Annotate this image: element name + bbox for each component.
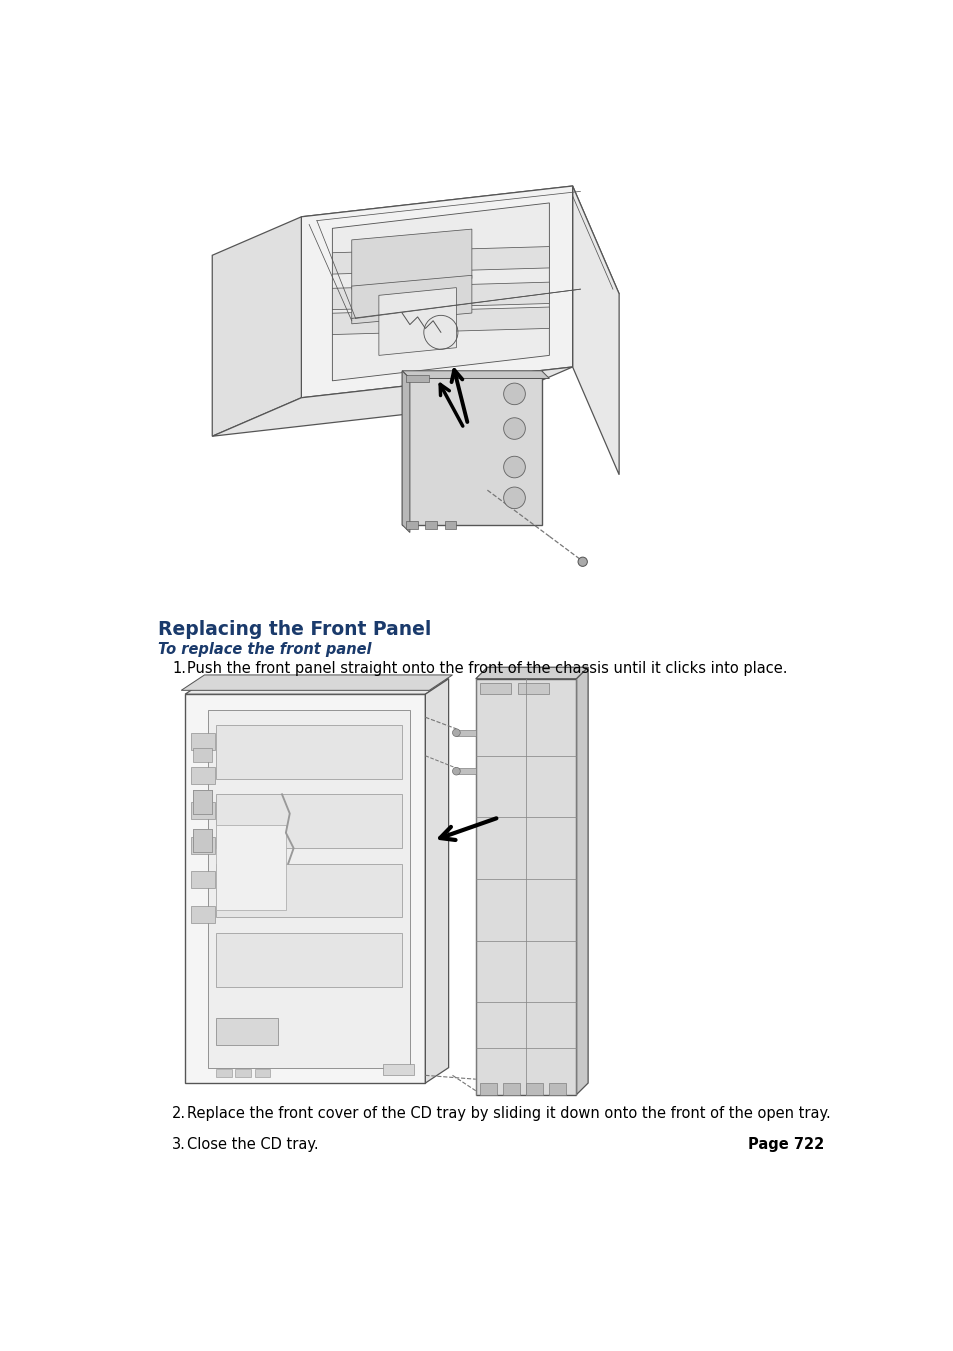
Polygon shape	[479, 1084, 497, 1094]
Polygon shape	[476, 678, 576, 1094]
Polygon shape	[572, 186, 618, 474]
Polygon shape	[576, 667, 587, 1094]
Polygon shape	[425, 521, 436, 528]
Polygon shape	[332, 247, 549, 274]
Polygon shape	[192, 871, 214, 888]
Polygon shape	[192, 907, 214, 923]
Polygon shape	[352, 230, 472, 289]
Polygon shape	[216, 934, 402, 986]
Polygon shape	[185, 694, 425, 1084]
Polygon shape	[185, 678, 448, 694]
Circle shape	[452, 767, 459, 775]
Text: Close the CD tray.: Close the CD tray.	[187, 1138, 318, 1152]
Polygon shape	[476, 667, 587, 678]
Polygon shape	[192, 836, 214, 854]
Polygon shape	[193, 748, 212, 762]
Polygon shape	[517, 682, 549, 694]
Polygon shape	[382, 1063, 414, 1075]
Text: 2.: 2.	[172, 1106, 186, 1121]
Text: 1.: 1.	[172, 661, 186, 676]
Polygon shape	[549, 1084, 566, 1094]
Polygon shape	[378, 288, 456, 355]
Polygon shape	[192, 732, 214, 750]
Polygon shape	[193, 830, 212, 852]
Polygon shape	[332, 203, 549, 381]
Polygon shape	[444, 521, 456, 528]
Polygon shape	[193, 790, 212, 813]
Polygon shape	[235, 1069, 251, 1077]
Polygon shape	[216, 1017, 278, 1044]
Polygon shape	[479, 682, 510, 694]
Circle shape	[503, 488, 525, 508]
Text: 3.: 3.	[172, 1138, 186, 1152]
Polygon shape	[525, 1084, 542, 1094]
Polygon shape	[192, 767, 214, 785]
Polygon shape	[406, 521, 417, 528]
Text: To replace the front panel: To replace the front panel	[158, 642, 371, 657]
Polygon shape	[193, 790, 212, 804]
Text: Replace the front cover of the CD tray by sliding it down onto the front of the : Replace the front cover of the CD tray b…	[187, 1106, 830, 1121]
Polygon shape	[212, 216, 301, 436]
Text: Push the front panel straight onto the front of the chassis until it clicks into: Push the front panel straight onto the f…	[187, 661, 787, 676]
Polygon shape	[402, 370, 541, 524]
Polygon shape	[402, 370, 410, 532]
Polygon shape	[208, 709, 410, 1067]
Circle shape	[503, 417, 525, 439]
Polygon shape	[193, 790, 212, 813]
Polygon shape	[301, 186, 618, 324]
Polygon shape	[216, 794, 402, 848]
Polygon shape	[216, 725, 402, 780]
Polygon shape	[332, 307, 549, 335]
Polygon shape	[406, 374, 429, 382]
Polygon shape	[301, 186, 572, 397]
Polygon shape	[456, 769, 476, 774]
Polygon shape	[352, 276, 472, 324]
Circle shape	[503, 457, 525, 478]
Circle shape	[503, 384, 525, 405]
Polygon shape	[456, 730, 476, 736]
Polygon shape	[181, 676, 452, 690]
Polygon shape	[193, 832, 212, 847]
Polygon shape	[425, 678, 448, 1084]
Polygon shape	[254, 1069, 270, 1077]
Text: Page 722: Page 722	[747, 1138, 823, 1152]
Circle shape	[452, 728, 459, 736]
Polygon shape	[332, 282, 549, 309]
Polygon shape	[192, 802, 214, 819]
Polygon shape	[212, 367, 572, 436]
Text: Replacing the Front Panel: Replacing the Front Panel	[158, 620, 431, 639]
Polygon shape	[502, 1084, 519, 1094]
Polygon shape	[216, 1069, 232, 1077]
Polygon shape	[193, 830, 212, 852]
Polygon shape	[216, 825, 286, 909]
Polygon shape	[216, 863, 402, 917]
Circle shape	[578, 557, 587, 566]
Polygon shape	[402, 370, 549, 378]
